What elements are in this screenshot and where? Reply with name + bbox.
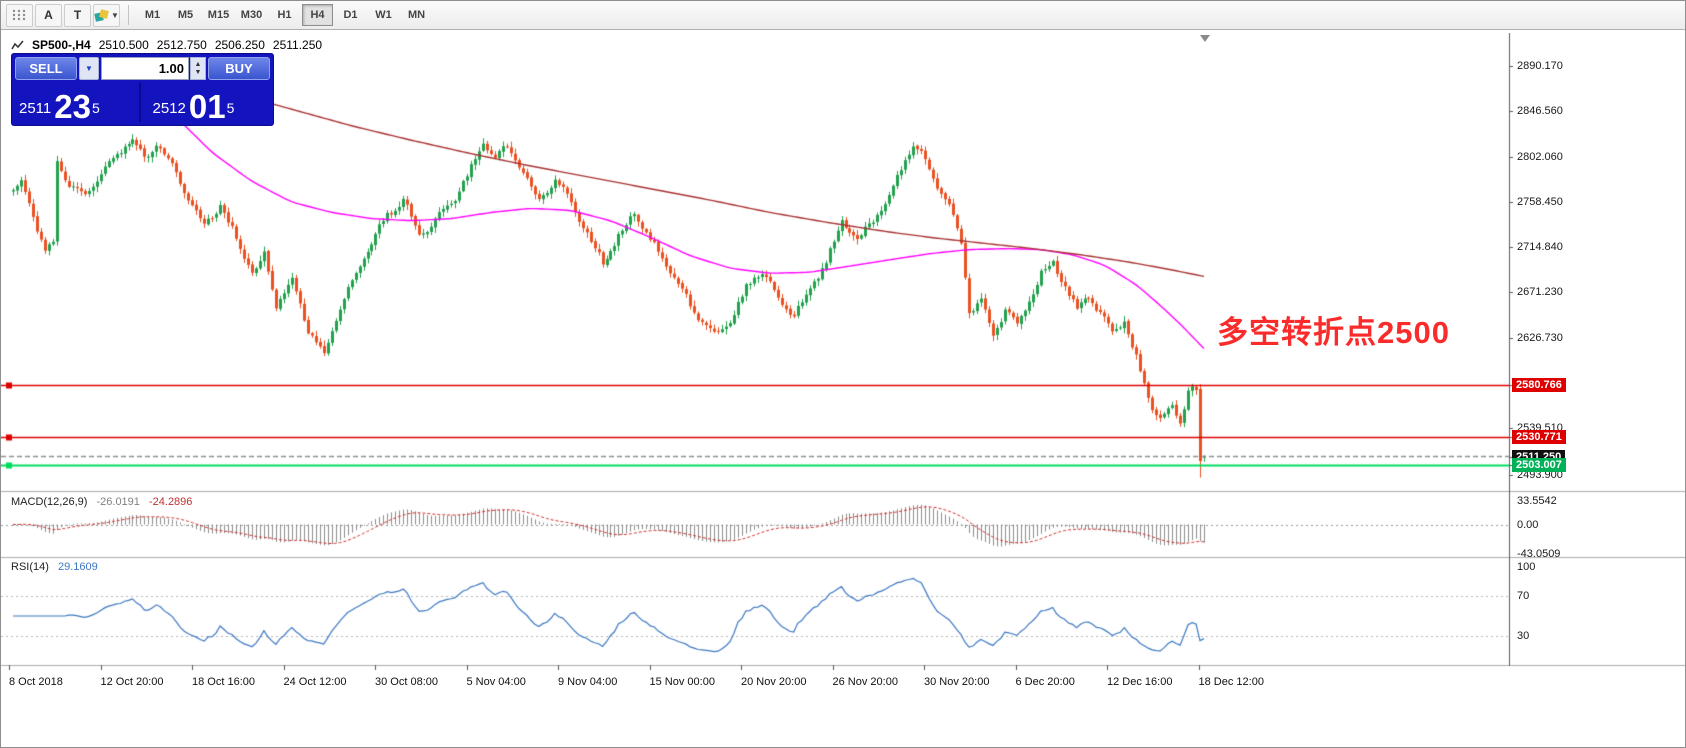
grip-dots-icon xyxy=(12,9,25,21)
timeframe-w1-button[interactable]: W1 xyxy=(368,4,399,26)
volume-stepper[interactable]: ▲ ▼ xyxy=(190,57,206,80)
ask-frac: 5 xyxy=(226,99,235,116)
symbol-period-label: SP500-,H4 xyxy=(32,38,91,52)
time-axis-label: 12 Oct 20:00 xyxy=(100,676,164,688)
timeframe-h4-button[interactable]: H4 xyxy=(302,4,333,26)
bar-high: 2512.750 xyxy=(156,38,207,52)
styles-icon xyxy=(94,8,109,22)
ask-price: 2512 01 5 xyxy=(152,87,267,125)
bid-pips: 23 xyxy=(54,87,91,125)
time-axis-label: 30 Nov 20:00 xyxy=(924,676,990,688)
volume-input[interactable] xyxy=(101,57,189,80)
text-tool-button[interactable]: T xyxy=(64,3,91,27)
time-axis-label: 9 Nov 04:00 xyxy=(558,676,618,688)
text-label-button[interactable]: A xyxy=(35,3,62,27)
time-axis-label: 6 Dec 20:00 xyxy=(1015,676,1075,688)
timeframe-group: M1 M5 M15 M30 H1 H4 D1 W1 MN xyxy=(136,4,433,26)
timeframe-d1-button[interactable]: D1 xyxy=(335,4,366,26)
volume-control: ▲▼ xyxy=(101,57,206,80)
timeframe-m30-button[interactable]: M30 xyxy=(236,4,267,26)
ask-pips: 01 xyxy=(188,87,226,125)
timeframe-h1-button[interactable]: H1 xyxy=(269,4,300,26)
top-toolbar: A T ▼ M1 M5 M15 M30 H1 H4 D1 W1 MN xyxy=(1,1,1685,30)
volume-dropdown[interactable]: ▼ xyxy=(79,57,99,80)
bar-open: 2510.500 xyxy=(98,38,149,52)
bid-frac: 5 xyxy=(91,99,100,116)
timeframe-m15-button[interactable]: M15 xyxy=(203,4,234,26)
time-axis-label: 8 Oct 2018 xyxy=(9,676,63,688)
macd-indicator-label: MACD(12,26,9) -26.0191 -24.2896 xyxy=(11,496,192,508)
toolbar-grip[interactable] xyxy=(6,3,33,27)
chart-shift-marker[interactable] xyxy=(1200,35,1210,42)
chart-styles-dropdown[interactable]: ▼ xyxy=(93,3,120,27)
time-axis-label: 18 Dec 12:00 xyxy=(1198,676,1264,688)
toolbar-separator xyxy=(128,5,129,25)
chart-ohlc-header: SP500-,H4 2510.500 2512.750 2506.250 251… xyxy=(11,38,322,52)
time-axis-label: 5 Nov 04:00 xyxy=(466,676,526,688)
timeframe-m1-button[interactable]: M1 xyxy=(137,4,168,26)
time-axis-label: 18 Oct 16:00 xyxy=(192,676,255,688)
time-axis-label: 26 Nov 20:00 xyxy=(832,676,898,688)
rsi-value: 29.1609 xyxy=(57,561,98,573)
macd-value: -26.0191 xyxy=(96,496,140,508)
rsi-name: RSI(14) xyxy=(11,561,49,573)
macd-signal-value: -24.2896 xyxy=(148,496,193,508)
macd-name: MACD(12,26,9) xyxy=(11,496,88,508)
time-axis-label: 24 Oct 12:00 xyxy=(283,676,347,688)
time-axis-label: 30 Oct 08:00 xyxy=(375,676,438,688)
stepper-down-icon: ▼ xyxy=(194,68,202,76)
buy-button[interactable]: BUY xyxy=(208,57,270,80)
ask-main: 2512 xyxy=(152,100,186,117)
stepper-up-icon: ▲ xyxy=(194,60,202,68)
quote-divider xyxy=(138,82,141,122)
time-axis-label: 12 Dec 16:00 xyxy=(1107,676,1173,688)
bid-main: 2511 xyxy=(19,100,52,117)
timeframe-m5-button[interactable]: M5 xyxy=(170,4,201,26)
chart-icon xyxy=(11,40,24,49)
time-axis[interactable]: 8 Oct 2018 12 Oct 20:00 18 Oct 16:00 24 Oct… xyxy=(1,667,1685,697)
timeframe-mn-button[interactable]: MN xyxy=(401,4,432,26)
rsi-indicator-label: RSI(14) 29.1609 xyxy=(11,561,98,573)
price-chart-canvas[interactable] xyxy=(1,33,1685,673)
time-axis-label: 15 Nov 00:00 xyxy=(649,676,715,688)
time-axis-label: 20 Nov 20:00 xyxy=(741,676,807,688)
sell-button[interactable]: SELL xyxy=(15,57,77,80)
chart-text-annotation[interactable]: 多空转折点2500 xyxy=(1217,315,1450,350)
bid-price: 2511 23 5 xyxy=(19,87,133,125)
chevron-down-icon: ▼ xyxy=(111,10,119,20)
one-click-trading-panel: SELL ▼ ▲▼ BUY 2511 23 5 2512 01 5 xyxy=(11,53,274,126)
chevron-down-icon: ▼ xyxy=(85,64,93,73)
bar-low: 2506.250 xyxy=(214,38,265,52)
bar-close: 2511.250 xyxy=(272,38,323,52)
